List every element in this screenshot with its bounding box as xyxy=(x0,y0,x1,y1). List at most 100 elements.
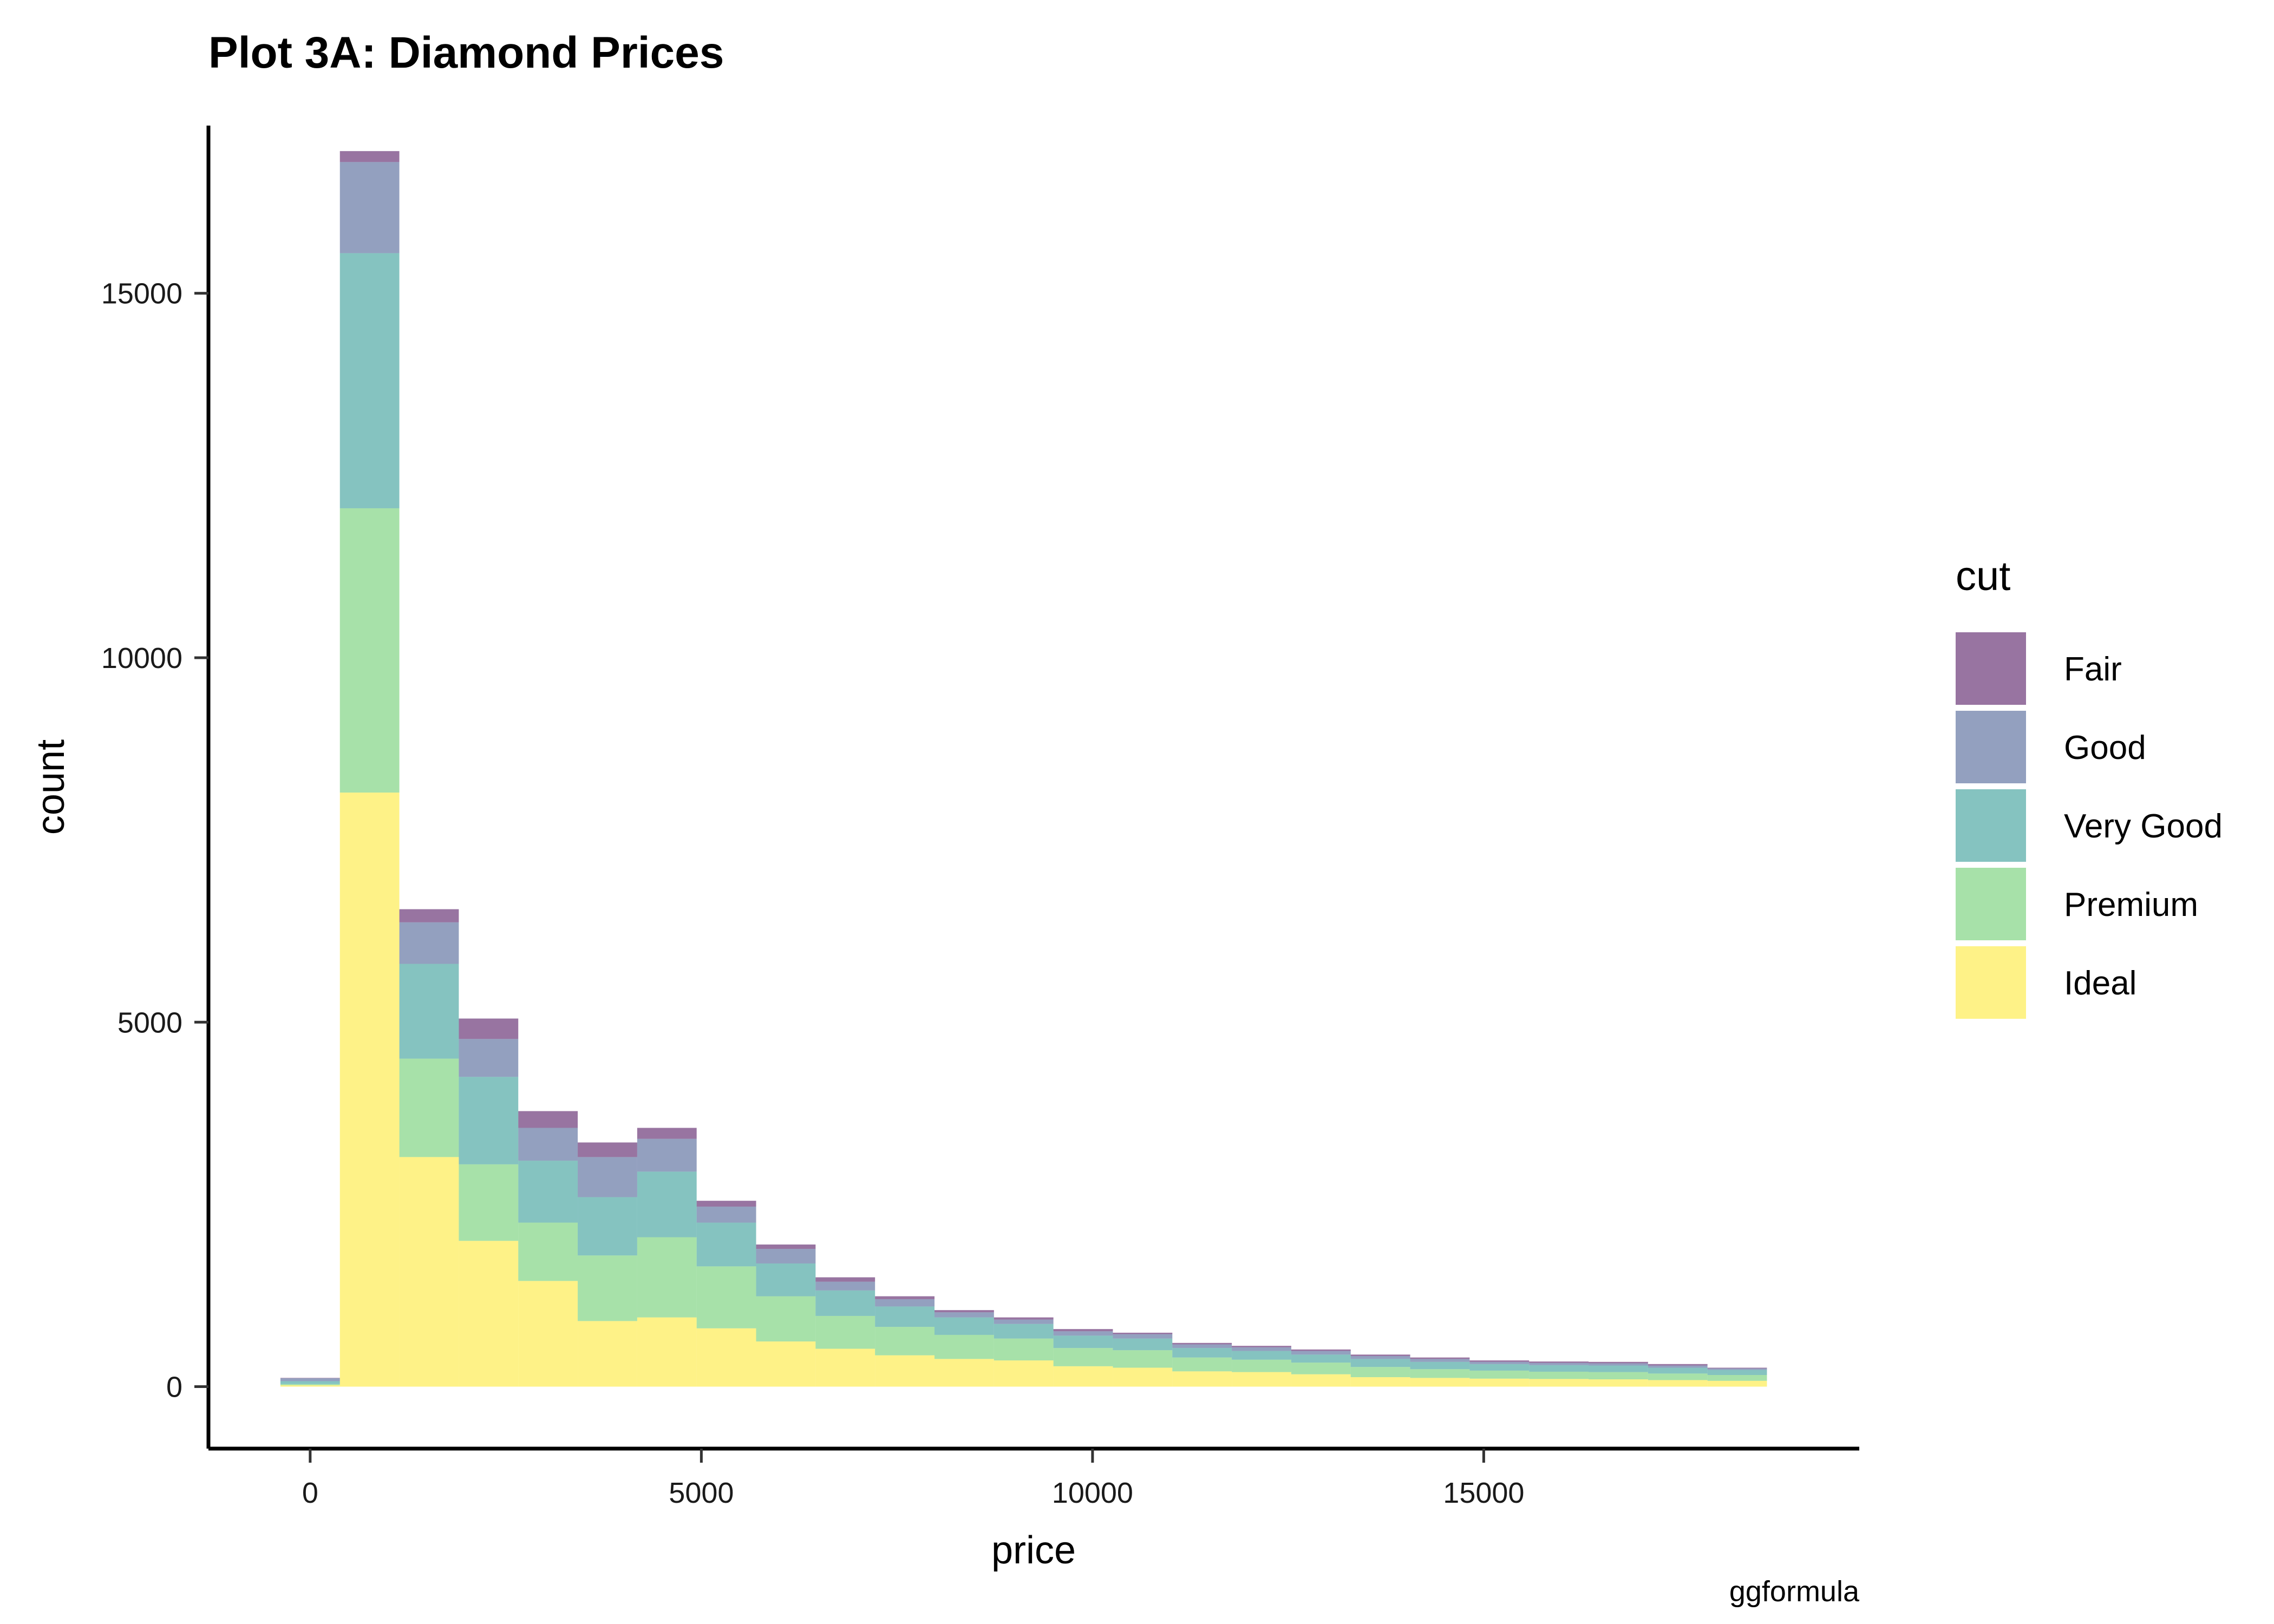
bar-premium-bin-1 xyxy=(339,508,400,793)
bar-very-good-bin-22 xyxy=(1589,1365,1648,1372)
bar-ideal-bin-11 xyxy=(934,1359,994,1387)
legend: cut Fair Good Very Good Premium Ideal xyxy=(1956,553,2223,1019)
bar-very-good-bin-16 xyxy=(1232,1351,1291,1360)
bar-premium-bin-9 xyxy=(815,1315,875,1349)
bar-good-bin-8 xyxy=(756,1249,816,1263)
bar-fair-bin-8 xyxy=(756,1244,816,1249)
bar-good-bin-11 xyxy=(934,1312,994,1318)
legend-key-very-good xyxy=(1956,789,2026,862)
bar-ideal-bin-16 xyxy=(1232,1372,1291,1387)
bar-ideal-bin-3 xyxy=(459,1241,519,1387)
bar-ideal-bin-23 xyxy=(1648,1380,1708,1387)
bar-premium-bin-15 xyxy=(1172,1357,1232,1372)
chart-title: Plot 3A: Diamond Prices xyxy=(208,28,724,77)
bar-fair-bin-7 xyxy=(696,1201,756,1207)
y-tick-label: 5000 xyxy=(117,1006,182,1039)
bar-very-good-bin-21 xyxy=(1529,1365,1589,1372)
legend-label-good: Good xyxy=(2064,729,2146,767)
legend-title: cut xyxy=(1956,553,2010,599)
bar-good-bin-5 xyxy=(578,1157,637,1197)
bar-very-good-bin-13 xyxy=(1053,1335,1113,1348)
bar-premium-bin-2 xyxy=(399,1058,459,1157)
bar-very-good-bin-17 xyxy=(1291,1354,1351,1363)
bar-very-good-bin-5 xyxy=(578,1197,637,1256)
bar-very-good-bin-7 xyxy=(696,1222,756,1267)
bar-very-good-bin-1 xyxy=(339,253,400,508)
caption: ggformula xyxy=(1729,1575,1860,1608)
bar-very-good-bin-24 xyxy=(1707,1370,1767,1375)
bar-premium-bin-22 xyxy=(1589,1372,1648,1380)
bar-good-bin-12 xyxy=(994,1319,1054,1324)
bar-very-good-bin-3 xyxy=(459,1077,519,1164)
bar-fair-bin-2 xyxy=(399,909,459,922)
bar-good-bin-15 xyxy=(1172,1344,1232,1348)
bar-good-bin-6 xyxy=(637,1138,697,1172)
bar-very-good-bin-9 xyxy=(815,1290,875,1316)
bar-fair-bin-18 xyxy=(1350,1354,1410,1356)
bar-fair-bin-6 xyxy=(637,1128,697,1139)
bar-good-bin-23 xyxy=(1648,1365,1708,1368)
bar-fair-bin-4 xyxy=(518,1111,578,1128)
bar-premium-bin-7 xyxy=(696,1266,756,1328)
bar-fair-bin-16 xyxy=(1232,1346,1291,1347)
bar-premium-bin-12 xyxy=(994,1338,1054,1361)
bar-fair-bin-14 xyxy=(1113,1332,1173,1334)
bar-ideal-bin-10 xyxy=(875,1355,935,1387)
bar-fair-bin-23 xyxy=(1648,1364,1708,1366)
bar-ideal-bin-5 xyxy=(578,1321,637,1387)
bar-very-good-bin-8 xyxy=(756,1263,816,1296)
bar-very-good-bin-2 xyxy=(399,964,459,1059)
bar-very-good-bin-20 xyxy=(1469,1364,1530,1371)
bar-fair-bin-11 xyxy=(934,1310,994,1313)
bar-ideal-bin-1 xyxy=(339,793,400,1387)
legend-items: Fair Good Very Good Premium Ideal xyxy=(1956,632,2223,1019)
bar-fair-bin-10 xyxy=(875,1296,935,1299)
y-tick-label: 10000 xyxy=(101,642,182,675)
bar-premium-bin-13 xyxy=(1053,1348,1113,1366)
bar-very-good-bin-0 xyxy=(280,1381,340,1384)
bar-fair-bin-3 xyxy=(459,1018,519,1039)
bar-ideal-bin-9 xyxy=(815,1348,875,1387)
bar-good-bin-21 xyxy=(1529,1363,1589,1365)
x-tick-label: 5000 xyxy=(669,1477,734,1509)
bar-ideal-bin-7 xyxy=(696,1328,756,1387)
legend-key-premium xyxy=(1956,868,2026,940)
bar-ideal-bin-12 xyxy=(994,1360,1054,1387)
bar-fair-bin-5 xyxy=(578,1142,637,1157)
bar-good-bin-24 xyxy=(1707,1368,1767,1370)
bar-good-bin-13 xyxy=(1053,1331,1113,1336)
bar-good-bin-16 xyxy=(1232,1347,1291,1351)
bar-fair-bin-19 xyxy=(1410,1357,1470,1359)
bar-good-bin-3 xyxy=(459,1039,519,1077)
x-tick-label: 15000 xyxy=(1443,1477,1524,1509)
bar-good-bin-1 xyxy=(339,162,400,253)
bar-ideal-bin-19 xyxy=(1410,1378,1470,1387)
bar-good-bin-7 xyxy=(696,1206,756,1223)
bar-very-good-bin-11 xyxy=(934,1317,994,1335)
bar-ideal-bin-24 xyxy=(1707,1380,1767,1387)
bar-ideal-bin-8 xyxy=(756,1341,816,1387)
legend-label-fair: Fair xyxy=(2064,651,2122,688)
bar-very-good-bin-6 xyxy=(637,1171,697,1237)
bar-fair-bin-13 xyxy=(1053,1329,1113,1332)
bar-premium-bin-14 xyxy=(1113,1350,1173,1368)
bar-premium-bin-17 xyxy=(1291,1363,1351,1374)
bar-premium-bin-4 xyxy=(518,1222,578,1281)
bar-ideal-bin-22 xyxy=(1589,1379,1648,1387)
bar-premium-bin-10 xyxy=(875,1327,935,1355)
bar-very-good-bin-4 xyxy=(518,1161,578,1223)
x-axis-title: price xyxy=(991,1529,1076,1572)
bar-good-bin-18 xyxy=(1350,1355,1410,1359)
x-axis-ticks: 0 5000 10000 15000 xyxy=(302,1449,1524,1509)
bar-good-bin-4 xyxy=(518,1128,578,1161)
bar-good-bin-20 xyxy=(1469,1361,1530,1364)
bar-very-good-bin-10 xyxy=(875,1306,935,1327)
bar-premium-bin-11 xyxy=(934,1334,994,1359)
bar-ideal-bin-2 xyxy=(399,1157,459,1387)
bar-ideal-bin-14 xyxy=(1113,1367,1173,1387)
y-axis-title: count xyxy=(29,739,73,835)
bar-fair-bin-22 xyxy=(1589,1361,1648,1364)
bar-premium-bin-19 xyxy=(1410,1369,1470,1378)
bar-ideal-bin-15 xyxy=(1172,1371,1232,1387)
